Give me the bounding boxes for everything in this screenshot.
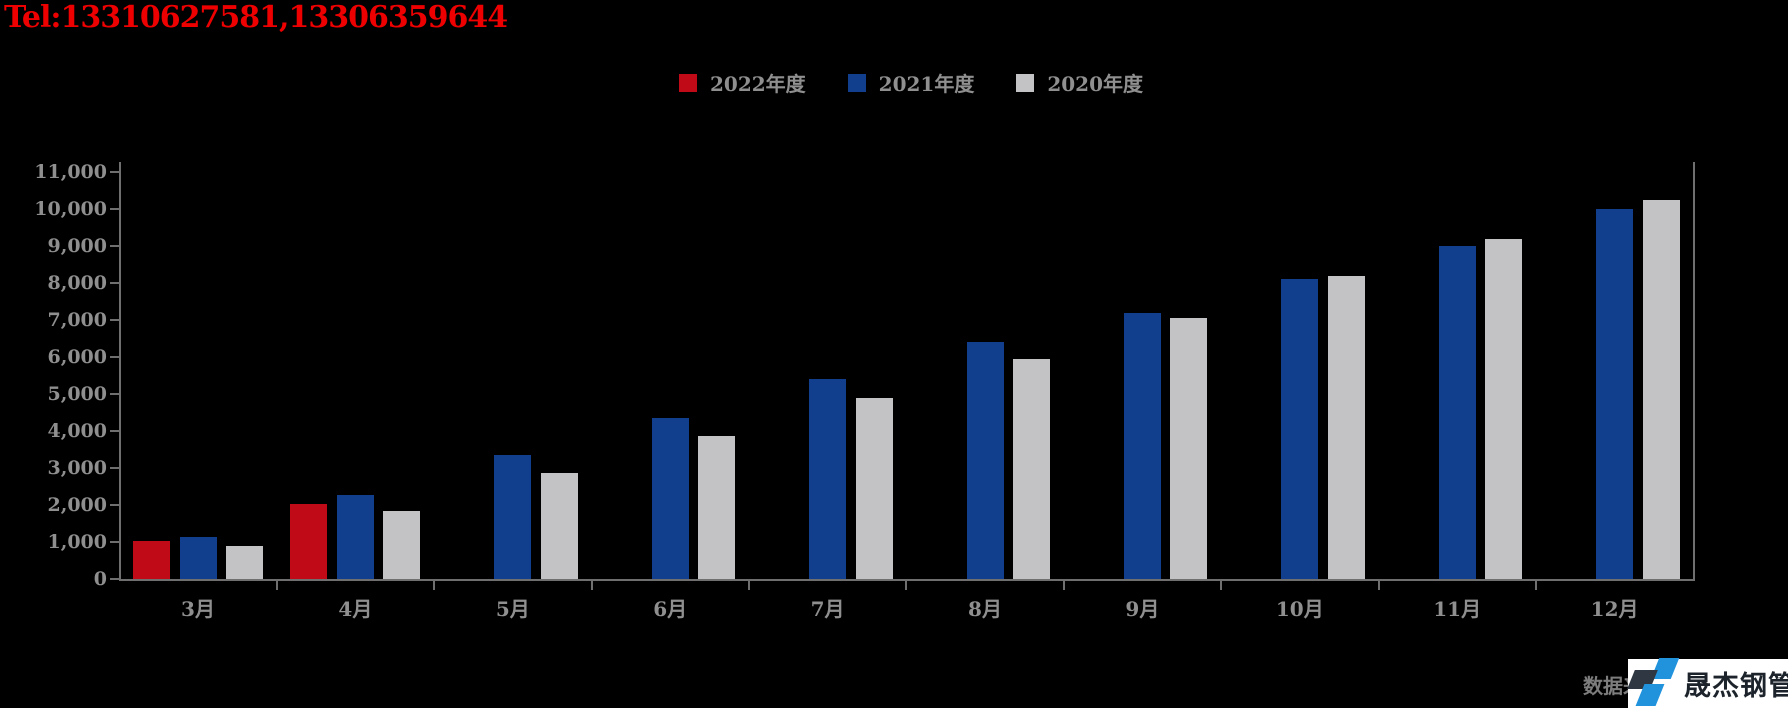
bar-2021年度-6月 <box>651 418 689 579</box>
x-axis-tick <box>433 581 436 590</box>
bar-2020年度-4月 <box>383 510 421 579</box>
bar-2022年度-3月 <box>133 540 170 579</box>
x-axis-tick <box>1377 581 1380 590</box>
x-axis-label: 3月 <box>181 597 215 621</box>
bar-2020年度-11月 <box>1485 238 1523 579</box>
y-axis-tick <box>110 393 119 395</box>
x-axis-label: 10月 <box>1275 597 1324 621</box>
bar-2020年度-7月 <box>855 397 893 579</box>
x-axis-tick <box>590 581 593 590</box>
legend-swatch-icon <box>1016 73 1035 92</box>
bar-2020年度-6月 <box>698 435 736 579</box>
x-axis-tick <box>747 581 750 590</box>
x-axis-tick <box>1062 581 1065 590</box>
y-axis-tick <box>110 208 119 210</box>
bar-2020年度-5月 <box>540 472 578 579</box>
y-axis-tick-label: 0 <box>93 568 107 590</box>
y-axis-tick <box>110 171 119 173</box>
y-axis-tick <box>110 541 119 543</box>
x-axis-label: 5月 <box>495 597 530 621</box>
y-axis-tick-label: 8,000 <box>47 272 108 294</box>
bar-2021年度-7月 <box>809 378 847 579</box>
legend-swatch-icon <box>847 73 866 92</box>
legend-label: 2021年度 <box>878 72 975 96</box>
legend-swatch-icon <box>678 73 697 92</box>
logo-box: 晟杰钢管 <box>1627 658 1788 708</box>
x-axis-label: 12月 <box>1590 597 1639 621</box>
y-axis-tick-label: 11,000 <box>34 161 107 183</box>
y-axis-tick-label: 2,000 <box>47 494 108 516</box>
y-axis-tick-label: 5,000 <box>47 383 108 405</box>
x-axis-label: 8月 <box>968 597 1002 621</box>
bar-2021年度-3月 <box>179 537 217 579</box>
x-axis-label: 4月 <box>338 597 373 621</box>
bar-2022年度-4月 <box>290 503 328 579</box>
legend-item-2022年度: 2022年度 <box>678 68 806 97</box>
y-axis-tick <box>110 356 119 358</box>
y-axis-tick <box>110 282 119 284</box>
x-axis-tick <box>1220 581 1223 590</box>
bar-2021年度-4月 <box>336 495 374 579</box>
x-axis-label: 6月 <box>653 597 688 621</box>
plot-area: 0 1,000 2,000 3,000 4,000 5,000 6,000 7,000 8,00… <box>34 161 1695 621</box>
y-axis-tick-label: 10,000 <box>34 198 107 220</box>
tel-header: Tel:13310627581,13306359644 <box>4 0 508 35</box>
x-axis-label: 7月 <box>810 597 845 621</box>
y-axis-tick <box>110 578 119 580</box>
bar-2021年度-8月 <box>966 342 1004 579</box>
bar-2021年度-11月 <box>1438 245 1476 579</box>
x-axis-tick <box>905 581 908 590</box>
y-axis-tick-label: 7,000 <box>47 309 108 331</box>
bar-2021年度-12月 <box>1596 209 1634 579</box>
legend-item-2021年度: 2021年度 <box>847 68 975 97</box>
bar-2020年度-12月 <box>1642 199 1680 579</box>
y-axis-tick <box>110 245 119 247</box>
y-axis-tick-label: 9,000 <box>47 235 108 257</box>
bar-2021年度-5月 <box>494 455 532 579</box>
bar-2020年度-3月 <box>226 546 263 579</box>
y-axis-tick-label: 3,000 <box>47 457 108 479</box>
y-axis-tick <box>110 504 119 506</box>
bar-2021年度-9月 <box>1123 312 1161 579</box>
y-axis-tick <box>110 319 119 321</box>
steel-pipe-logo-icon <box>1627 658 1684 708</box>
bar-2020年度-10月 <box>1327 276 1365 579</box>
y-axis-tick-label: 6,000 <box>47 346 108 368</box>
y-axis-tick <box>110 430 119 432</box>
x-axis-tick <box>275 581 278 590</box>
x-axis-tick <box>1534 581 1537 590</box>
bar-2020年度-9月 <box>1170 317 1208 579</box>
x-axis-label: 11月 <box>1433 597 1482 621</box>
y-axis-tick-label: 4,000 <box>47 420 108 442</box>
x-axis-label: 9月 <box>1125 597 1160 621</box>
y-axis-tick-label: 1,000 <box>47 531 108 553</box>
bar-2021年度-10月 <box>1281 279 1319 579</box>
legend-label: 2022年度 <box>709 72 806 96</box>
legend-label: 2020年度 <box>1047 72 1143 96</box>
logo-text: 晟杰钢管 <box>1684 671 1788 702</box>
y-axis-tick <box>110 467 119 469</box>
legend-item-2020年度: 2020年度 <box>1016 68 1143 97</box>
bar-2020年度-8月 <box>1013 358 1050 579</box>
chart-legend: 2022年度 2021年度 2020年度 <box>17 68 1788 97</box>
